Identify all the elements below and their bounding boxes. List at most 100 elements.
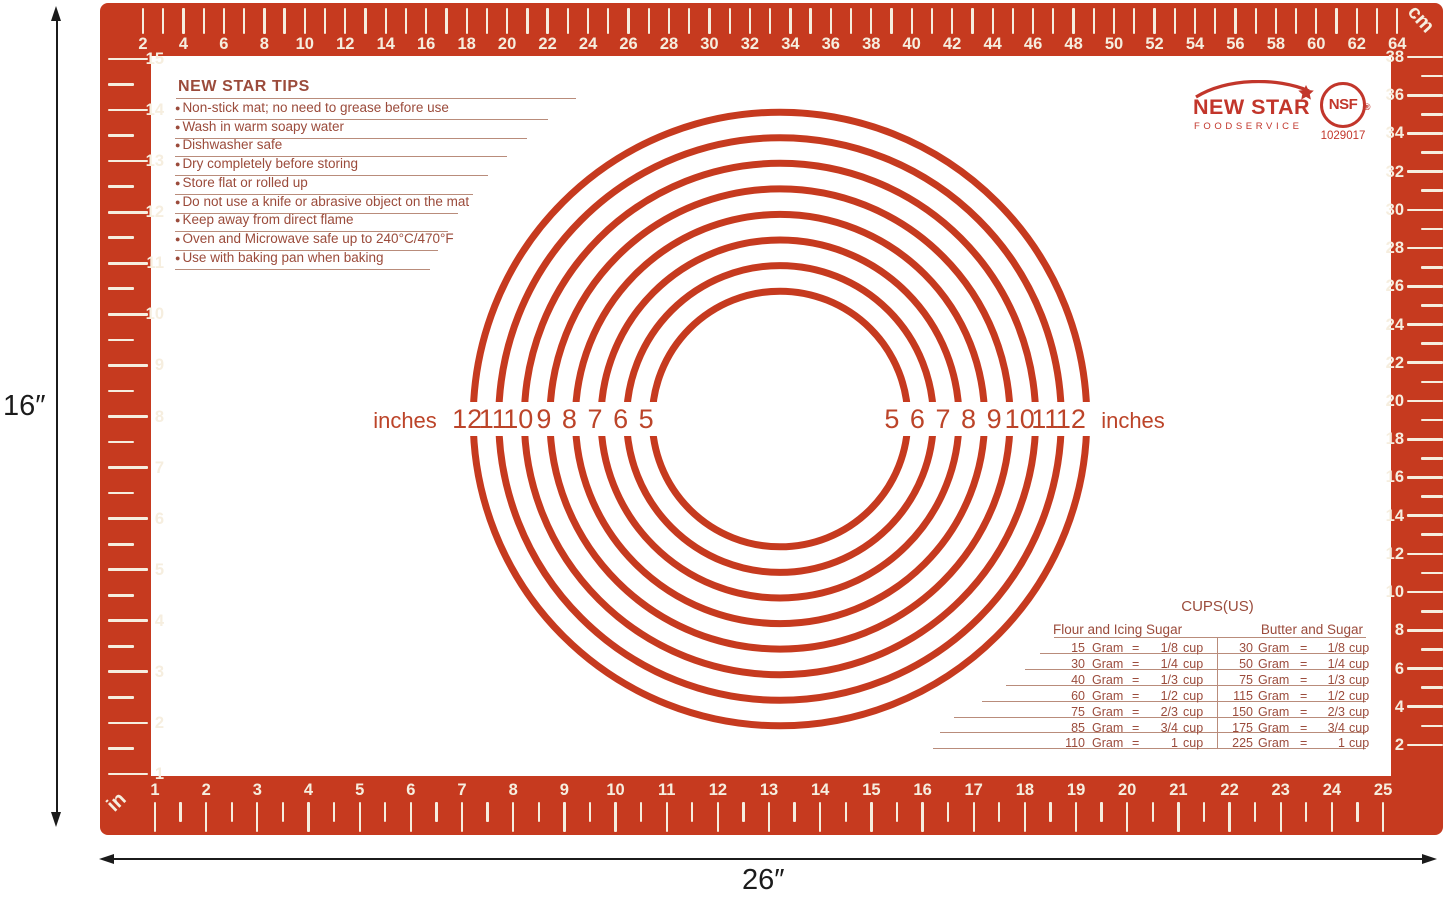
circle-label-band-left <box>450 402 668 436</box>
left-ruler-half-tick <box>108 747 134 750</box>
bottom-ruler-tick <box>767 802 771 832</box>
cups-cell: 1/3 <box>1160 672 1178 687</box>
bottom-ruler-tick <box>972 802 975 832</box>
bottom-ruler-half-tick <box>281 802 285 822</box>
left-ruler-half-tick <box>108 593 134 597</box>
left-ruler-tick <box>108 670 148 674</box>
right-ruler-tick <box>1407 590 1443 594</box>
left-ruler-half-tick <box>108 134 134 137</box>
top-ruler-number: 62 <box>1347 35 1366 53</box>
cups-cell: 1/4 <box>1160 656 1178 671</box>
top-ruler-tick <box>728 8 731 34</box>
circle-diameter-label-right: 6 <box>910 404 925 434</box>
left-ruler-number: 2 <box>154 713 164 732</box>
right-ruler-number: 36 <box>1385 86 1404 105</box>
tip-text: Dishwasher safe <box>182 137 283 153</box>
cups-cell: cup <box>1349 672 1370 687</box>
cups-cell: 175 <box>1232 720 1253 735</box>
nsf-text: NSF <box>1328 96 1358 113</box>
top-ruler-tick <box>263 8 266 34</box>
circle-diameter-label-right: 12 <box>1056 404 1086 434</box>
bottom-ruler-half-tick <box>793 802 796 822</box>
circle-diameter-label-left: 10 <box>503 404 533 434</box>
top-ruler-tick <box>1052 8 1055 34</box>
bottom-ruler-number: 7 <box>457 781 467 799</box>
cups-cell: = <box>1300 672 1308 687</box>
right-ruler-half-tick <box>1421 609 1443 613</box>
bottom-ruler-half-tick <box>384 802 387 822</box>
bottom-ruler-tick <box>1074 802 1078 832</box>
cups-cell: = <box>1300 688 1308 703</box>
top-ruler-number: 48 <box>1064 35 1083 53</box>
bottom-ruler-half-tick <box>1254 802 1257 822</box>
left-ruler-number: 11 <box>146 254 164 273</box>
cups-cell: 60 <box>1071 688 1085 703</box>
cups-cell: = <box>1132 704 1140 719</box>
bottom-ruler-tick <box>1381 802 1385 832</box>
top-ruler-number: 64 <box>1388 35 1407 53</box>
tip-text: Wash in warm soapy water <box>182 118 344 134</box>
cups-cell: 50 <box>1239 656 1253 671</box>
bottom-ruler-tick <box>819 802 822 832</box>
bottom-ruler-tick <box>460 802 464 832</box>
right-ruler-tick <box>1407 361 1443 365</box>
circle-diameter-label-right: 8 <box>961 404 976 434</box>
top-ruler-number: 2 <box>138 35 148 53</box>
right-ruler-tick <box>1407 552 1443 556</box>
cups-cell: 30 <box>1071 656 1085 671</box>
brand-logo: NEW STAR FOODSERVICE <box>1193 80 1314 132</box>
cups-cell: cup <box>1349 641 1370 655</box>
left-ruler-tick <box>108 313 148 316</box>
bullet-icon: ● <box>175 196 181 207</box>
top-ruler-tick <box>162 8 165 34</box>
cups-cell: 150 <box>1232 704 1253 719</box>
bottom-ruler-half-tick <box>1305 802 1308 822</box>
right-ruler-tick <box>1407 170 1443 174</box>
tip-text: Oven and Microwave safe up to 240°C/470°… <box>182 230 454 246</box>
bottom-ruler-tick <box>153 802 157 832</box>
bottom-ruler-number: 12 <box>708 781 728 799</box>
circle-diameter-label-right: 9 <box>987 404 1002 434</box>
bottom-ruler-half-tick <box>332 802 336 822</box>
top-ruler-number: 14 <box>376 35 395 53</box>
cups-cell: 1/3 <box>1327 672 1345 687</box>
top-ruler-tick <box>465 8 468 34</box>
top-ruler-tick <box>829 8 832 34</box>
top-ruler-tick <box>1092 8 1095 34</box>
cups-cell: = <box>1132 736 1140 751</box>
right-ruler-half-tick <box>1421 533 1443 537</box>
top-ruler-tick <box>627 8 630 34</box>
bottom-ruler-half-tick <box>691 802 694 822</box>
right-ruler-tick <box>1407 55 1443 59</box>
cups-cell: = <box>1132 641 1140 655</box>
right-ruler-tick <box>1407 208 1443 212</box>
circle-diameter-label-right: 11 <box>1031 404 1059 434</box>
cups-cell: Gram <box>1258 704 1290 719</box>
left-ruler-half-tick <box>108 287 134 291</box>
cups-cell: Gram <box>1258 672 1290 687</box>
cups-cell: 40 <box>1071 672 1085 687</box>
top-ruler-number: 52 <box>1145 35 1164 53</box>
tip-item: ● Keep away from direct flame <box>175 212 448 233</box>
dimension-arrow-up <box>51 6 61 21</box>
top-ruler-number: 32 <box>740 35 760 53</box>
bottom-ruler-number: 4 <box>303 781 314 799</box>
bottom-ruler-half-tick <box>1151 802 1154 822</box>
circle-label-band-right <box>888 402 1106 436</box>
bottom-ruler-number: 20 <box>1118 781 1137 799</box>
cups-column-divider <box>1217 637 1218 749</box>
right-ruler-half-tick <box>1421 648 1443 651</box>
right-ruler-half-tick <box>1421 227 1443 231</box>
right-ruler-half-tick <box>1421 418 1443 422</box>
right-ruler-half-tick <box>1421 74 1443 78</box>
tip-text: Dry completely before storing <box>182 156 359 172</box>
bullet-icon: ● <box>175 233 181 244</box>
left-ruler-tick <box>108 517 148 520</box>
top-ruler-tick <box>505 8 509 34</box>
left-ruler-tick <box>108 364 148 367</box>
right-ruler-half-tick <box>1421 151 1443 154</box>
tip-item: ● Oven and Microwave safe up to 240°C/470… <box>175 231 454 251</box>
logo-star-icon <box>1298 85 1314 100</box>
right-ruler-half-tick <box>1421 342 1443 346</box>
right-ruler-tick <box>1407 246 1443 250</box>
